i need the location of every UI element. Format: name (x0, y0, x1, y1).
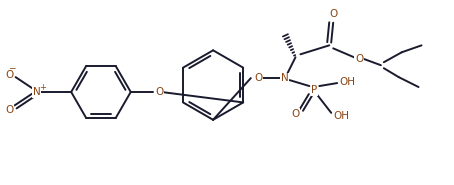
Text: N: N (33, 87, 40, 97)
Text: O: O (329, 9, 337, 19)
Text: O: O (5, 70, 14, 80)
Text: N: N (281, 73, 288, 83)
Text: −: − (8, 64, 15, 73)
Text: O: O (5, 105, 14, 115)
Text: O: O (255, 73, 263, 83)
Text: O: O (355, 54, 363, 64)
Text: O: O (291, 109, 300, 119)
Text: P: P (311, 85, 317, 95)
Text: OH: OH (339, 77, 355, 87)
Text: O: O (155, 87, 163, 97)
Text: +: + (39, 83, 46, 92)
Text: OH: OH (333, 111, 349, 121)
